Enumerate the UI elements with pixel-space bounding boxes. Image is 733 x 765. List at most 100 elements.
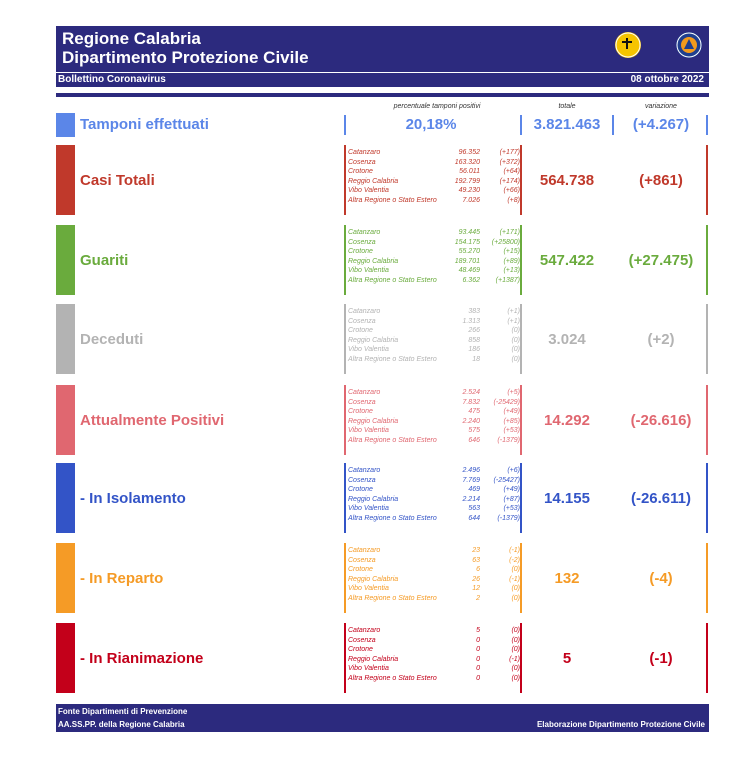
isolamento-total: 14.155 [544, 490, 590, 507]
list-item: Reggio Calabria 189.701 (+89) [348, 257, 528, 267]
province-value: 63 [472, 556, 480, 564]
rianimazione-swatch [56, 623, 75, 693]
guariti-bar-0 [344, 225, 346, 295]
province-name: Altra Regione o Stato Estero [348, 594, 437, 602]
province-var: (+53) [503, 505, 520, 513]
province-var: (+177) [499, 149, 520, 156]
reparto-bar-2 [706, 543, 708, 613]
province-name: Crotone [348, 566, 373, 574]
guariti-swatch [56, 225, 75, 295]
province-value: 644 [468, 514, 480, 522]
province-value: 7.832 [462, 398, 480, 406]
reparto-total: 132 [554, 570, 580, 587]
attualmente-label: Attualmente Positivi [80, 412, 225, 429]
list-item: Catanzaro 383 (+1) [348, 307, 528, 317]
list-item: Altra Regione o Stato Estero 2 (0) [348, 594, 528, 604]
province-value: 0 [476, 646, 480, 654]
isolamento-bar-1 [520, 463, 522, 533]
list-item: Crotone 6 (0) [348, 565, 528, 575]
province-value: 26 [472, 575, 480, 583]
province-value: 469 [468, 486, 480, 494]
province-var: (+5) [507, 389, 520, 396]
province-var: (+49) [503, 486, 520, 494]
province-value: 6 [476, 566, 480, 574]
header-banner: Regione Calabria Dipartimento Protezione… [56, 26, 709, 87]
rianimazione-total: 5 [562, 650, 572, 667]
list-item: Cosenza 7.832 (-25429) [348, 398, 528, 408]
province-name: Reggio Calabria [348, 417, 399, 425]
list-item: Altra Regione o Stato Estero 0 (0) [348, 674, 528, 684]
province-name: Cosenza [348, 636, 376, 644]
title-department: Dipartimento Protezione Civile [62, 48, 309, 67]
province-value: 12 [472, 585, 480, 593]
tamponi-label: Tamponi effettuati [80, 116, 209, 133]
list-item: Cosenza 154.175 (+25800) [348, 238, 528, 248]
province-name: Cosenza [348, 556, 376, 564]
list-item: Altra Regione o Stato Estero 644 (-1379) [348, 514, 528, 524]
province-name: Reggio Calabria [348, 257, 399, 265]
rianimazione-province-list: Catanzaro 5 (0) Cosenza 0 (0) Crotone 0 (0) Reggi… [348, 626, 528, 684]
province-value: 575 [468, 427, 480, 435]
province-var: (-1) [509, 547, 520, 554]
deceduti-swatch [56, 304, 75, 374]
province-value: 5 [476, 627, 480, 634]
tamponi-swatch [56, 113, 75, 137]
province-var: (0) [511, 327, 520, 335]
province-var: (+87) [503, 495, 520, 503]
list-item: Crotone 266 (0) [348, 326, 528, 336]
list-item: Vibo Valentia 0 (0) [348, 664, 528, 674]
list-item: Vibo Valentia 48.469 (+13) [348, 266, 528, 276]
guariti-total: 547.422 [539, 252, 595, 269]
section-rianimazione: - In Rianimazione Catanzaro 5 (0) Cosenza 0 (0… [56, 623, 709, 693]
province-value: 7.026 [462, 196, 480, 204]
list-item: Cosenza 63 (-2) [348, 556, 528, 566]
province-var: (+171) [499, 229, 520, 236]
attualmente-bar-0 [344, 385, 346, 455]
province-var: (+1) [507, 308, 520, 315]
reparto-variation: (-4) [649, 570, 673, 587]
province-value: 18 [472, 355, 480, 363]
list-item: Catanzaro 93.445 (+171) [348, 228, 528, 238]
tamponi-percent: 20,18% [405, 116, 457, 133]
province-var: (0) [511, 566, 520, 574]
province-var: (-2) [509, 556, 520, 564]
footer-elaboration: Elaborazione Dipartimento Protezione Civ… [536, 720, 705, 729]
tamponi-bar-mid [520, 115, 522, 135]
column-header-percent: percentuale tamponi positivi [393, 103, 481, 110]
province-value: 192.799 [454, 177, 480, 185]
province-var: (+53) [503, 427, 520, 435]
province-var: (0) [511, 336, 520, 344]
list-item: Reggio Calabria 2.214 (+87) [348, 495, 528, 505]
list-item: Vibo Valentia 563 (+53) [348, 504, 528, 514]
province-value: 383 [468, 308, 480, 315]
guariti-bar-2 [706, 225, 708, 295]
province-var: (0) [511, 627, 520, 634]
province-name: Altra Regione o Stato Estero [348, 436, 437, 444]
list-item: Crotone 469 (+49) [348, 485, 528, 495]
province-value: 858 [468, 336, 480, 344]
province-var: (+8) [507, 196, 520, 204]
province-var: (+1387) [495, 276, 520, 284]
deceduti-province-list: Catanzaro 383 (+1) Cosenza 1.313 (+1) Crotone 2… [348, 307, 528, 365]
attualmente-bar-1 [520, 385, 522, 455]
list-item: Cosenza 0 (0) [348, 636, 528, 646]
reparto-bar-1 [520, 543, 522, 613]
list-item: Reggio Calabria 0 (-1) [348, 655, 528, 665]
province-var: (+89) [503, 257, 520, 265]
province-name: Crotone [348, 646, 373, 654]
province-var: (0) [511, 665, 520, 673]
tamponi-bar-right [612, 115, 614, 135]
title-region: Regione Calabria [62, 29, 201, 48]
province-var: (+174) [499, 177, 520, 185]
province-value: 266 [468, 327, 480, 335]
province-name: Vibo Valentia [348, 187, 389, 195]
casi-province-list: Catanzaro 96.352 (+177) Cosenza 163.320 (+372… [348, 148, 528, 206]
province-name: Reggio Calabria [348, 655, 399, 663]
list-item: Cosenza 7.769 (-25427) [348, 476, 528, 486]
province-name: Vibo Valentia [348, 665, 389, 673]
province-var: (+49) [503, 408, 520, 416]
civil-protection-logo-icon [676, 32, 702, 58]
deceduti-variation: (+2) [647, 331, 675, 348]
list-item: Vibo Valentia 49.230 (+66) [348, 186, 528, 196]
guariti-bar-1 [520, 225, 522, 295]
